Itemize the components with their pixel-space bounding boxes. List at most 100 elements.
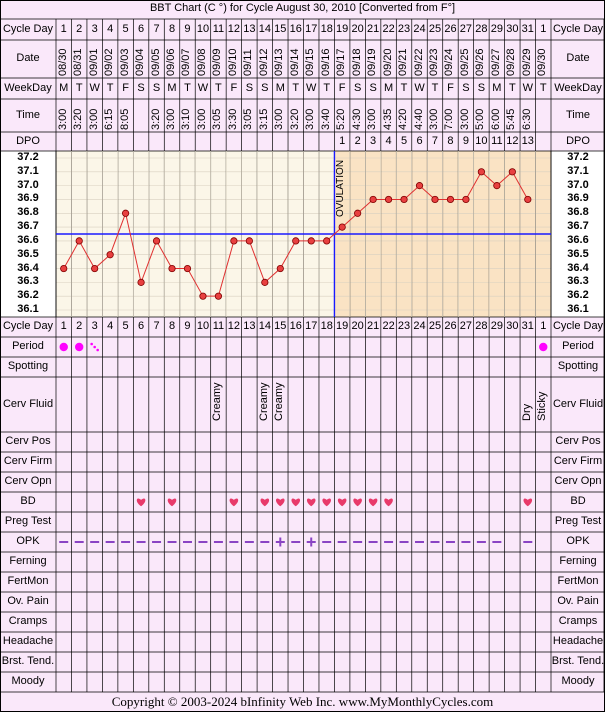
row-label-fertmon: FertMon [7, 575, 49, 587]
weekday-label: F [122, 81, 129, 94]
dpo-number: 9 [462, 134, 469, 147]
temperature-point [354, 209, 362, 217]
date-label: 09/22 [412, 48, 425, 76]
date-label: 09/18 [350, 48, 363, 76]
y-tick-label: 37.1 [17, 164, 39, 177]
weekday-label: S [462, 81, 470, 94]
cycle-day-number: 8 [168, 320, 176, 332]
cycle-day-number: 18 [320, 320, 333, 332]
bd-heart-icon [353, 498, 362, 507]
weekday-label: S [353, 81, 362, 94]
period-dot [75, 342, 84, 352]
weekday-label: S [477, 81, 486, 94]
date-label: 09/21 [397, 48, 410, 76]
cycle-day-number: 2 [76, 320, 83, 332]
temperature-point [292, 237, 300, 245]
dpo-number: 2 [354, 134, 361, 147]
cycle-day-number: 16 [289, 320, 302, 332]
time-label: 3:20 [149, 108, 162, 130]
cerv-fluid-label: Sticky [536, 391, 549, 421]
row-label-right-date: Date [566, 52, 590, 64]
temperature-point [245, 237, 253, 245]
chart-title: BBT Chart (C °) for Cycle August 30, 201… [149, 2, 456, 14]
cycle-day-number: 15 [274, 22, 287, 35]
temperature-point [168, 264, 176, 273]
time-label: 5:45 [505, 108, 518, 130]
time-label: 7:00 [443, 108, 456, 130]
cycle-day-number: 13 [243, 320, 256, 332]
y-tick-label-right: 36.5 [567, 247, 589, 260]
cycle-day-number: 13 [243, 22, 256, 35]
dpo-number: 11 [491, 134, 503, 147]
period-dot [539, 342, 548, 352]
time-label: 3:30 [226, 108, 239, 130]
time-label: 5:20 [335, 108, 348, 130]
cycle-day-number: 2 [76, 22, 83, 35]
time-label: 3:15 [257, 108, 270, 130]
temperature-point [508, 168, 516, 176]
row-label-moody: Moody [11, 675, 45, 687]
cycle-day-number: 31 [521, 22, 534, 35]
temperature-point [183, 264, 192, 273]
date-label: 09/23 [427, 48, 440, 76]
bd-heart-icon [384, 498, 393, 507]
weekday-label: M [492, 81, 502, 94]
row-label-spotting: Spotting [7, 360, 49, 372]
row-label-right-cramps: Cramps [558, 615, 598, 627]
temperature-point [323, 237, 331, 245]
temperature-point [199, 292, 207, 300]
date-label: 09/17 [335, 48, 348, 76]
time-label: 3:00 [427, 108, 440, 130]
cycle-day-number: 11 [212, 320, 225, 332]
temperature-point [446, 195, 455, 204]
cerv-fluid-label: Creamy [273, 382, 286, 421]
time-label: 3:00 [273, 108, 286, 130]
cycle-day-number: 24 [413, 320, 426, 332]
temperature-point [214, 292, 223, 300]
weekday-label: S [369, 81, 377, 94]
cerv-fluid-label: Dry [520, 403, 533, 421]
weekday-label: F [230, 81, 238, 94]
cycle-day-number: 26 [444, 22, 457, 35]
cycle-day-number: 18 [320, 22, 333, 35]
date-label: 09/26 [474, 48, 487, 76]
row-label-right-period: Period [562, 340, 594, 352]
weekday-label: T [431, 81, 439, 94]
cycle-day-number: 15 [274, 320, 287, 332]
cycle-day-number: 9 [184, 22, 191, 35]
weekday-label: W [89, 81, 100, 94]
weekday-label: S [152, 81, 161, 94]
period-spot-dot [90, 342, 93, 346]
row-label-bd: BD [20, 495, 36, 507]
temperature-point [122, 209, 130, 217]
date-label: 09/14 [288, 48, 301, 76]
cycle-day-number: 31 [521, 320, 534, 332]
row-label-cycle-day2: Cycle Day [2, 320, 54, 332]
cycle-day-number: 20 [351, 320, 364, 332]
cycle-day-number: 29 [490, 22, 503, 35]
bd-heart-icon [306, 498, 316, 507]
temperature-point [384, 195, 393, 204]
cycle-day-number: 10 [196, 22, 210, 35]
cerv-fluid-label: Creamy [257, 382, 270, 421]
weekday-label: M [383, 81, 394, 94]
right-axis-bg [551, 151, 605, 317]
time-label: 4:35 [381, 108, 394, 130]
cycle-day-number: 4 [107, 22, 114, 35]
time-label: 3:00 [56, 108, 69, 130]
row-label-cerv-pos: Cerv Pos [5, 435, 51, 447]
weekday-label: T [323, 81, 331, 94]
date-label: 09/11 [242, 49, 255, 76]
cycle-day-number: 30 [506, 22, 519, 35]
temperature-point [75, 237, 83, 245]
date-label: 09/02 [103, 48, 116, 76]
cycle-day-number: 1 [60, 320, 67, 332]
y-tick-label-right: 36.3 [567, 275, 589, 288]
cycle-day-number: 29 [490, 320, 503, 332]
bd-heart-icon [368, 498, 378, 507]
date-label: 09/06 [165, 48, 178, 76]
row-label-right-headache: Headache [552, 635, 604, 647]
date-label: 09/10 [226, 48, 239, 76]
row-label-weekday: WeekDay [4, 81, 52, 94]
date-label: 09/08 [195, 48, 208, 76]
